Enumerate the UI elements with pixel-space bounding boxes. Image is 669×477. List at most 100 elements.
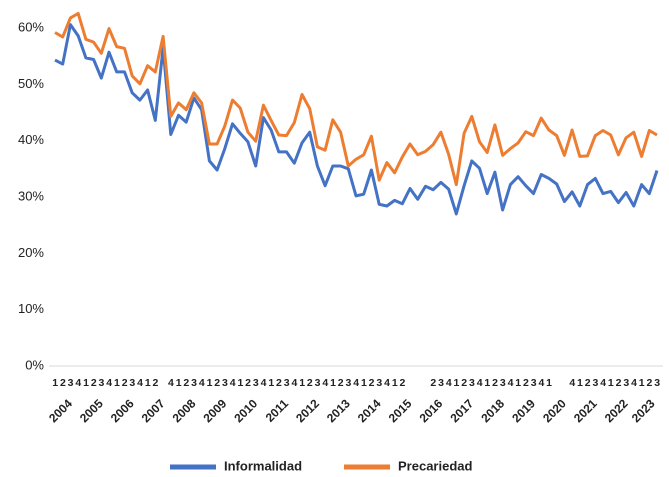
x-tick-label: 4 (569, 377, 575, 389)
x-tick-label: 1 (145, 377, 151, 389)
x-tick-label: 3 (346, 377, 352, 389)
x-tick-label: 4 (538, 377, 544, 389)
year-label: 2004 (46, 396, 75, 425)
x-tick-label: 2 (307, 377, 313, 389)
x-tick-label: 4 (137, 377, 143, 389)
x-tick-label: 3 (469, 377, 475, 389)
x-tick-label: 2 (585, 377, 591, 389)
year-label: 2015 (386, 396, 415, 425)
x-tick-label: 3 (253, 377, 259, 389)
year-label: 2013 (324, 396, 353, 425)
x-tick-label: 4 (631, 377, 637, 389)
x-tick-label: 1 (268, 377, 274, 389)
year-label: 2006 (108, 396, 137, 425)
x-tick-label: 4 (291, 377, 297, 389)
y-tick-label: 10% (18, 301, 44, 316)
x-tick-label: 2 (276, 377, 282, 389)
x-tick-label: 4 (168, 377, 174, 389)
x-tick-label: 2 (461, 377, 467, 389)
y-tick-label: 0% (25, 357, 44, 372)
x-tick-label: 2 (616, 377, 622, 389)
year-label: 2014 (355, 396, 384, 425)
x-tick-label: 2 (523, 377, 529, 389)
x-tick-label: 2 (214, 377, 220, 389)
series-line (54, 23, 659, 216)
x-tick-label: 3 (500, 377, 506, 389)
year-label: 2020 (540, 396, 569, 425)
year-label: 2017 (447, 396, 476, 425)
year-label: 2011 (263, 396, 292, 425)
x-tick-label: 3 (592, 377, 598, 389)
x-tick-label: 4 (199, 377, 205, 389)
x-tick-label: 1 (608, 377, 614, 389)
year-label: 2016 (417, 396, 446, 425)
x-tick-label: 1 (299, 377, 305, 389)
x-tick-label: 3 (129, 377, 135, 389)
x-tick-label: 2 (430, 377, 436, 389)
x-tick-label: 4 (230, 377, 236, 389)
year-label: 2008 (170, 396, 199, 425)
year-label: 2007 (139, 396, 168, 425)
x-tick-label: 2 (153, 377, 159, 389)
x-tick-label: 1 (392, 377, 398, 389)
x-tick-label: 1 (361, 377, 367, 389)
x-tick-label: 1 (114, 377, 120, 389)
x-tick-label: 1 (454, 377, 460, 389)
y-tick-label: 40% (18, 132, 44, 147)
x-tick-label: 4 (384, 377, 390, 389)
x-tick-label: 2 (338, 377, 344, 389)
x-tick-label: 1 (52, 377, 58, 389)
x-tick-label: 1 (639, 377, 645, 389)
y-tick-label: 50% (18, 76, 44, 91)
x-tick-label: 3 (68, 377, 74, 389)
x-tick-label: 3 (315, 377, 321, 389)
legend-label: Precariedad (398, 458, 472, 473)
x-tick-label: 1 (484, 377, 490, 389)
year-label: 2023 (629, 396, 658, 425)
x-tick-label: 2 (60, 377, 66, 389)
x-tick-label: 1 (176, 377, 182, 389)
x-tick-label: 2 (122, 377, 128, 389)
x-tick-label: 1 (546, 377, 552, 389)
year-label: 2012 (293, 396, 322, 425)
x-tick-label: 1 (83, 377, 89, 389)
x-tick-label: 4 (446, 377, 452, 389)
x-tick-label: 3 (623, 377, 629, 389)
x-tick-label: 2 (245, 377, 251, 389)
x-tick-label: 4 (106, 377, 112, 389)
year-label: 2009 (201, 396, 230, 425)
legend-label: Informalidad (224, 458, 302, 473)
year-label: 2022 (602, 396, 631, 425)
x-tick-label: 2 (647, 377, 653, 389)
x-tick-label: 1 (515, 377, 521, 389)
x-tick-label: 1 (330, 377, 336, 389)
x-tick-label: 1 (207, 377, 213, 389)
x-tick-label: 2 (369, 377, 375, 389)
x-tick-label: 2 (400, 377, 406, 389)
x-tick-label: 3 (654, 377, 660, 389)
x-tick-label: 4 (508, 377, 514, 389)
x-tick-label: 3 (284, 377, 290, 389)
x-tick-label: 2 (91, 377, 97, 389)
y-tick-label: 30% (18, 188, 44, 203)
x-tick-label: 3 (191, 377, 197, 389)
x-tick-label: 2 (183, 377, 189, 389)
x-tick-label: 4 (261, 377, 267, 389)
year-label: 2005 (77, 396, 106, 425)
x-tick-label: 4 (322, 377, 328, 389)
x-tick-label: 3 (99, 377, 105, 389)
x-tick-label: 3 (438, 377, 444, 389)
x-tick-label: 3 (531, 377, 537, 389)
x-tick-label: 2 (492, 377, 498, 389)
year-label: 2018 (478, 396, 507, 425)
x-tick-label: 1 (577, 377, 583, 389)
y-tick-label: 20% (18, 245, 44, 260)
x-tick-label: 3 (222, 377, 228, 389)
x-tick-label: 4 (600, 377, 606, 389)
x-tick-label: 3 (376, 377, 382, 389)
y-tick-label: 60% (18, 19, 44, 34)
x-tick-label: 4 (477, 377, 483, 389)
x-tick-label: 4 (75, 377, 81, 389)
year-label: 2021 (571, 396, 600, 425)
